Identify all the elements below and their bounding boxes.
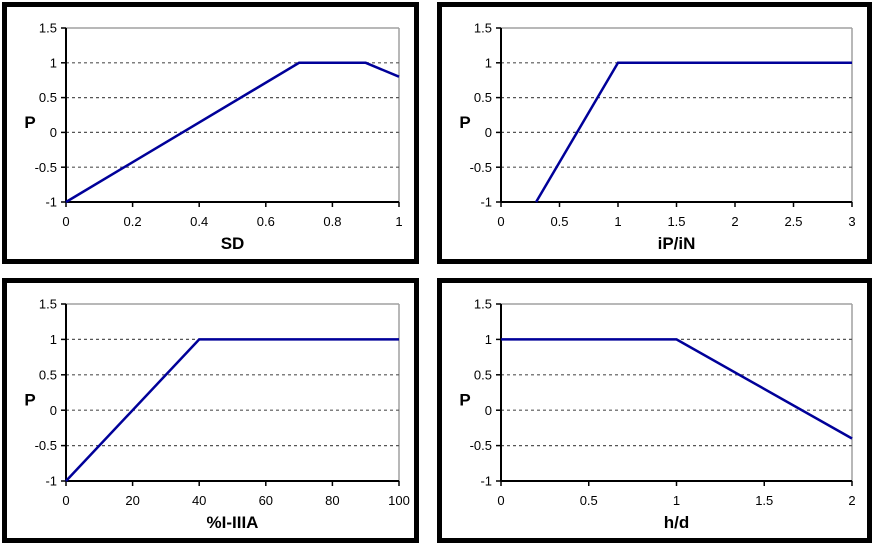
x-tick-label: 1 [395,214,402,229]
y-tick-label: 1 [50,55,57,70]
x-tick-label: 60 [259,493,273,508]
x-tick-label: 0.5 [550,214,568,229]
y-tick-label: -1 [480,474,492,489]
chart-svg: -1 -0.5 0 0.5 1 1.5 0 20 40 60 80 100 P %I-IIIA [24,297,410,532]
y-tick-label: 1.5 [474,21,492,36]
series-line [65,61,400,204]
x-tick-label: 0.8 [323,214,341,229]
x-axis-title: h/d [664,513,690,532]
x-tick-label: 80 [325,493,339,508]
x-tick-label: 0.2 [124,214,142,229]
y-tick-label: 1 [50,332,57,347]
y-tick-label: 1 [485,55,492,70]
x-tick-label: 0 [62,493,69,508]
x-tick-label: 0.4 [190,214,208,229]
y-tick-label: -0.5 [470,438,492,453]
x-axis-title: %I-IIIA [207,513,259,532]
chart-svg: -1 -0.5 0 0.5 1 1.5 0 0.2 0.4 0.6 0.8 1 P SD [24,21,402,253]
y-axis-title: P [459,113,470,132]
y-tick-label: 0 [485,403,492,418]
y-tick-label: 0.5 [39,367,57,382]
y-tick-label: 0.5 [474,90,492,105]
y-tick-label: 0 [485,125,492,140]
x-tick-label: 3 [848,214,855,229]
x-tick-label: 1 [614,214,621,229]
x-tick-label: 0 [497,493,504,508]
y-tick-label: 1 [485,332,492,347]
x-tick-label: 2.5 [784,214,802,229]
y-tick-label: -1 [480,195,492,210]
y-tick-label: -0.5 [35,438,57,453]
y-tick-label: 1.5 [39,297,57,312]
y-tick-label: -1 [45,474,57,489]
chart-svg: -1 -0.5 0 0.5 1 1.5 0 0.5 1 1.5 2 Ph/d [459,297,855,532]
x-tick-label: 40 [192,493,206,508]
x-tick-label: 2 [848,493,855,508]
y-axis-title: P [24,391,35,410]
chart-panel-sd: -1 -0.5 0 0.5 1 1.5 0 0.2 0.4 0.6 0.8 1 P SD [2,2,419,264]
x-tick-label: 100 [388,493,410,508]
x-tick-label: 0 [497,214,504,229]
y-tick-label: 0.5 [39,90,57,105]
series-line [535,61,852,203]
x-tick-label: 0.6 [257,214,275,229]
series-line [65,338,399,482]
x-tick-label: 1 [673,493,680,508]
x-tick-label: 1.5 [667,214,685,229]
y-tick-label: 0 [50,125,57,140]
x-axis-title: SD [221,234,245,253]
x-tick-label: 0.5 [580,493,598,508]
x-tick-label: 20 [125,493,139,508]
y-axis-title: P [24,113,35,132]
x-tick-label: 1.5 [755,493,773,508]
y-tick-label: -0.5 [470,160,492,175]
x-tick-label: 2 [731,214,738,229]
y-tick-label: 1.5 [39,21,57,36]
y-tick-label: 0 [50,403,57,418]
y-axis-title: P [459,391,470,410]
y-tick-label: -0.5 [35,160,57,175]
y-tick-label: -1 [45,195,57,210]
x-axis-title: iP/iN [658,234,696,253]
chart-panel-i-iiia: -1 -0.5 0 0.5 1 1.5 0 20 40 60 80 100 P %I-IIIA [2,278,419,543]
y-tick-label: 1.5 [474,297,492,312]
y-tick-label: 0.5 [474,367,492,382]
series-line [501,338,853,440]
chart-svg: -1 -0.5 0 0.5 1 1.5 0 0.5 1 1.5 2 2.5 3 PiP/iN [459,21,855,253]
x-tick-label: 0 [62,214,69,229]
